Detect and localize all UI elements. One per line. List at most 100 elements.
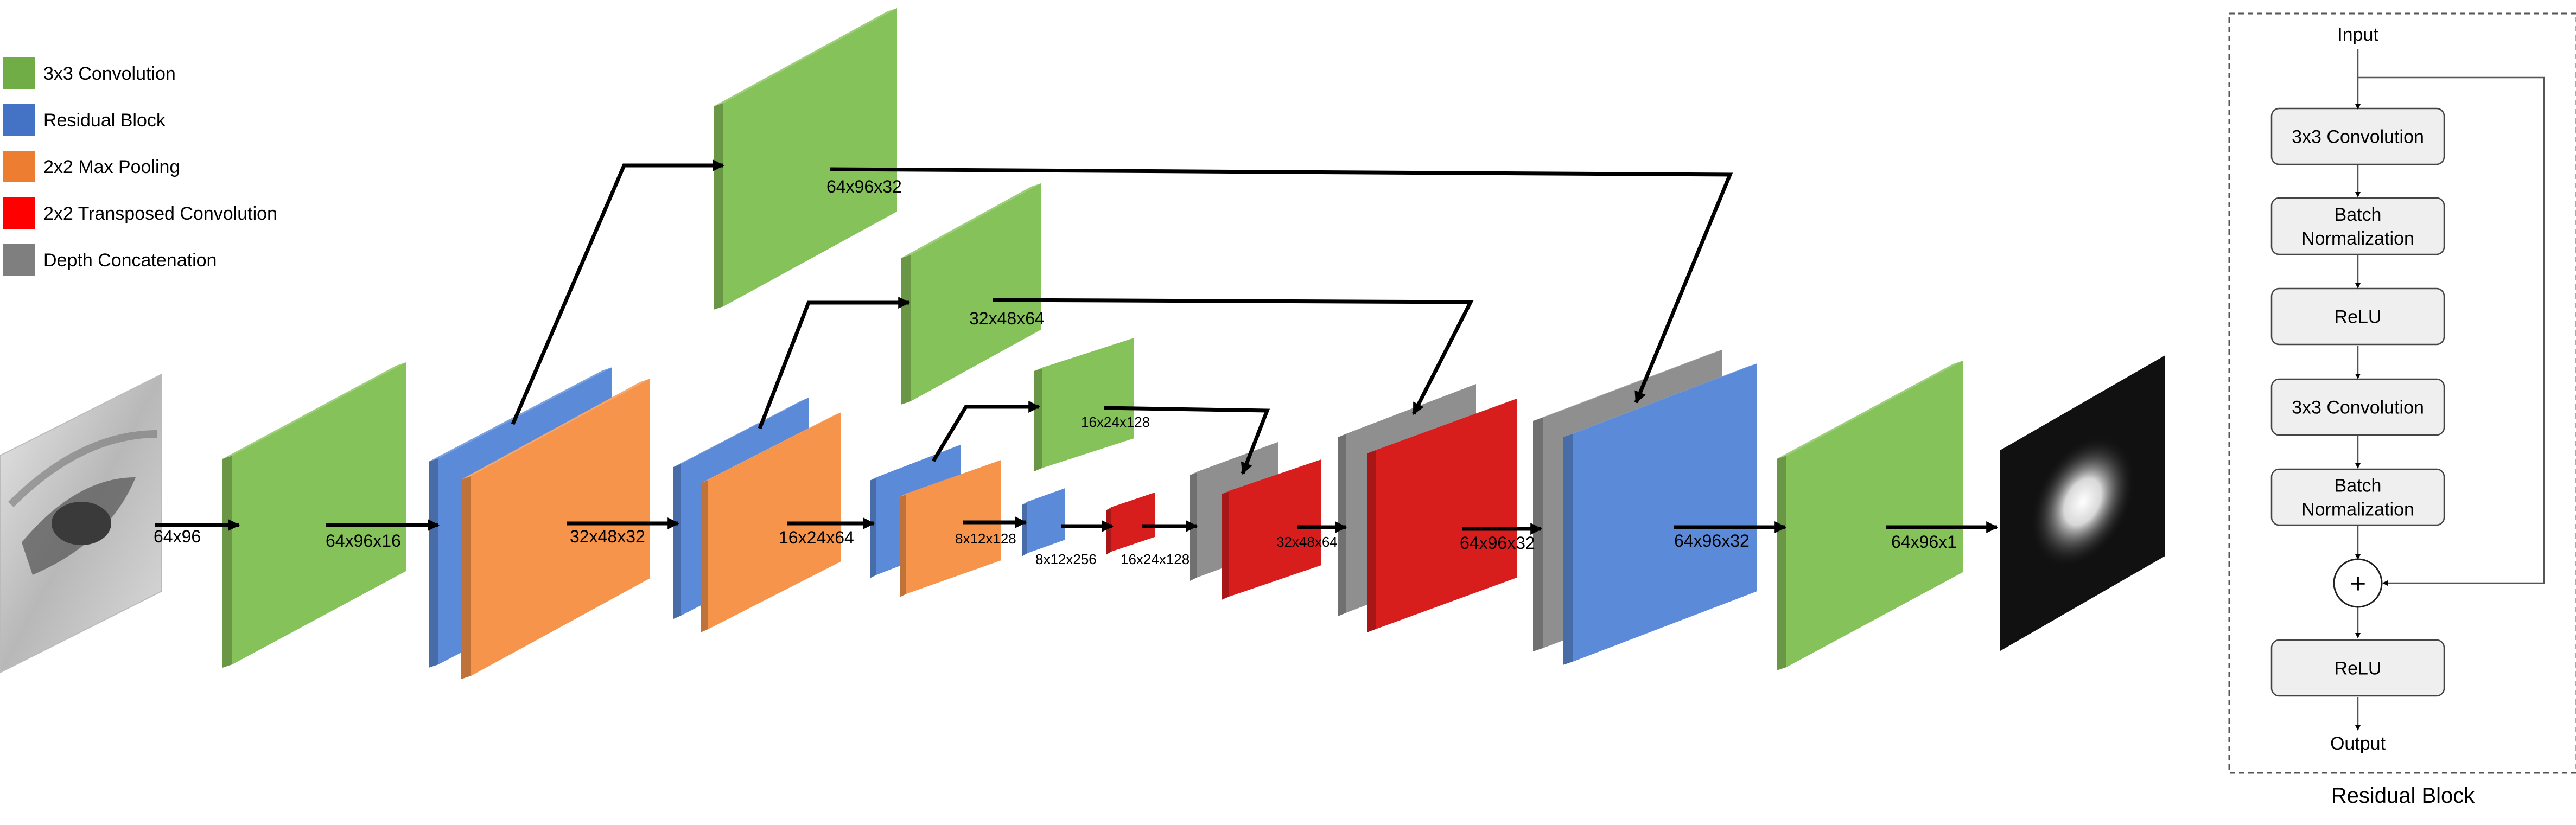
residual-step-box <box>2270 197 2445 255</box>
input-eye-image <box>0 373 162 674</box>
arrow-skip3-concat3 <box>1104 406 1270 475</box>
label-pool2: 16x24x64 <box>779 528 854 547</box>
residual-block-output: Output <box>2330 733 2386 754</box>
block-side-face <box>461 476 471 679</box>
block-front-face <box>1229 459 1321 597</box>
label-pool3: 8x12x128 <box>955 530 1016 547</box>
residual-step-label: 3x3 Convolution <box>2292 127 2424 148</box>
block-front-face <box>232 362 406 664</box>
block-side-face <box>701 480 708 632</box>
label-tconv4: 16x24x128 <box>1121 551 1190 567</box>
block-side-face <box>901 255 911 405</box>
block-side-face <box>900 494 906 597</box>
residual-step-box <box>2270 639 2445 697</box>
block-res-out <box>1563 363 1757 665</box>
label-input: 64x96 <box>154 527 201 546</box>
legend-label: 3x3 Convolution <box>43 63 176 84</box>
block-side-face <box>1563 434 1573 665</box>
block-skip2-conv <box>901 183 1041 405</box>
residual-block-steps: 3x3 Convolution Batch Normalization ReLU 3x3… <box>2270 107 2445 697</box>
residual-step-box <box>2270 468 2445 526</box>
block-side-face <box>714 103 723 310</box>
residual-step-label: Batch Normalization <box>2301 204 2414 249</box>
rb-shortcut <box>2358 76 2545 586</box>
legend-swatch <box>3 197 35 229</box>
block-top-face <box>222 362 406 459</box>
heatmap-blob <box>2030 436 2135 568</box>
block-top-face <box>1563 363 1757 437</box>
arrow-res3-skip3 <box>931 401 1041 462</box>
residual-step-2: Batch Normalization <box>2270 197 2445 255</box>
block-side-face <box>1022 502 1027 557</box>
flow-arrows <box>155 159 1999 535</box>
residual-step-label: ReLU <box>2335 658 2382 679</box>
eyebrow-shape <box>8 430 158 507</box>
block-pool2 <box>701 412 841 632</box>
block-side-face <box>1222 491 1229 600</box>
rb-add-circle <box>2333 558 2383 608</box>
tensor-labels: 64x96 64x96x16 32x48x32 16x24x64 8x12x12… <box>154 177 1957 567</box>
block-top-face <box>1777 361 1963 459</box>
block-side-face <box>1338 434 1346 616</box>
eye-iris <box>52 502 111 545</box>
rb-add-symbol: + <box>2350 568 2366 599</box>
block-skip3-conv <box>1034 338 1134 471</box>
block-side-face <box>222 456 232 668</box>
block-top-face <box>901 183 1041 258</box>
residual-block-input: Input <box>2337 24 2378 45</box>
residual-step-label: ReLU <box>2335 307 2382 328</box>
legend-swatch <box>3 151 35 182</box>
block-top-face <box>461 379 650 479</box>
block-side-face <box>1106 507 1111 555</box>
block-side-face <box>1777 456 1786 670</box>
residual-step-label: 3x3 Convolution <box>2292 398 2424 418</box>
block-front-face <box>1376 399 1517 629</box>
block-top-face <box>714 8 897 106</box>
label-output: 64x96x1 <box>1891 532 1957 552</box>
residual-step-6: ReLU <box>2270 639 2445 697</box>
block-side-face <box>1034 368 1042 471</box>
label-pool1: 32x48x32 <box>570 527 645 546</box>
arrow-res1-skip1 <box>511 159 725 425</box>
residual-block-title: Residual Block <box>2331 784 2476 808</box>
residual-block-connectors <box>2355 49 2545 731</box>
block-side-face <box>429 458 438 668</box>
label-conv1: 64x96x16 <box>326 531 401 551</box>
block-front-face <box>1111 493 1155 552</box>
legend-label: 2x2 Transposed Convolution <box>43 203 277 224</box>
label-skip3: 16x24x128 <box>1081 414 1150 430</box>
block-top-face <box>673 398 809 467</box>
block-tconv2 <box>1367 399 1517 632</box>
residual-step-1: 3x3 Convolution <box>2270 107 2445 165</box>
block-top-face <box>1533 350 1722 421</box>
residual-step-label: Batch Normalization <box>2301 476 2414 520</box>
block-tconv4 <box>1106 493 1155 555</box>
block-front-face <box>708 412 841 629</box>
block-side-face <box>870 477 876 578</box>
block-top-face <box>701 412 841 483</box>
label-skip2: 32x48x64 <box>969 309 1045 328</box>
block-res4 <box>1022 488 1065 557</box>
block-pool1 <box>461 379 650 679</box>
residual-step-3: ReLU <box>2270 287 2445 346</box>
block-top-face <box>429 367 612 462</box>
block-tconv3 <box>1222 459 1321 600</box>
network-blocks <box>0 8 2165 679</box>
block-pool3 <box>900 460 1001 597</box>
legend-swatch <box>3 57 35 89</box>
legend-swatch <box>3 104 35 136</box>
residual-step-box <box>2270 378 2445 436</box>
legend-label: Residual Block <box>43 110 166 131</box>
block-side-face <box>1367 450 1376 632</box>
block-side-face <box>673 464 681 619</box>
block-front-face <box>1042 338 1134 468</box>
block-conv1 <box>222 362 406 668</box>
block-front-face <box>1027 488 1065 553</box>
arrow-skip2-concat2 <box>993 298 1474 415</box>
block-front-face <box>471 379 650 676</box>
residual-step-5: Batch Normalization <box>2270 468 2445 526</box>
legend: 3x3 Convolution Residual Block 2x2 Max Poo… <box>3 57 277 276</box>
label-res-out: 64x96x32 <box>1674 531 1750 551</box>
label-tconv2: 64x96x32 <box>1460 533 1535 553</box>
